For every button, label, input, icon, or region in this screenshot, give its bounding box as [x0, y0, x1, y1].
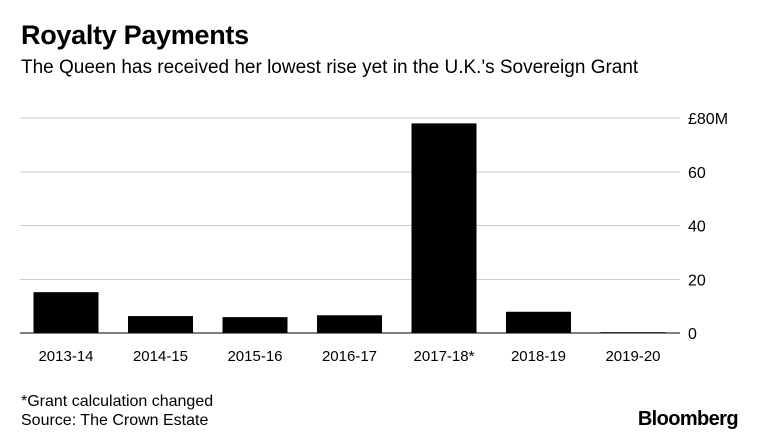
bloomberg-logo: Bloomberg [637, 408, 739, 430]
y-tick-label: 40 [688, 219, 706, 236]
y-tick-label: 0 [688, 326, 697, 343]
x-tick-label: 2015-16 [227, 348, 282, 365]
bar [128, 316, 193, 333]
x-tick-label: 2019-20 [605, 348, 660, 365]
bar [411, 123, 477, 333]
footnote-block: *Grant calculation changed Source: The C… [21, 392, 213, 430]
x-tick-label: 2014-15 [133, 348, 188, 365]
footnote-note: *Grant calculation changed [21, 393, 214, 410]
bar [506, 311, 571, 333]
y-tick-label: £80M [688, 111, 728, 128]
chart-subtitle: The Queen has received her lowest rise y… [21, 57, 639, 78]
x-tick-label: 2016-17 [322, 348, 377, 365]
chart-title: Royalty Payments [21, 20, 249, 50]
bar [222, 317, 288, 333]
x-tick-label: 2013-14 [38, 348, 93, 365]
bar [317, 315, 382, 333]
x-tick-label: 2017-18* [414, 348, 475, 365]
bar [33, 292, 99, 333]
y-tick-label: 20 [688, 272, 706, 289]
footnote-source: Source: The Crown Estate [21, 412, 209, 429]
x-tick-label: 2018-19 [511, 348, 566, 365]
bar [600, 332, 666, 334]
y-tick-label: 60 [688, 165, 706, 182]
